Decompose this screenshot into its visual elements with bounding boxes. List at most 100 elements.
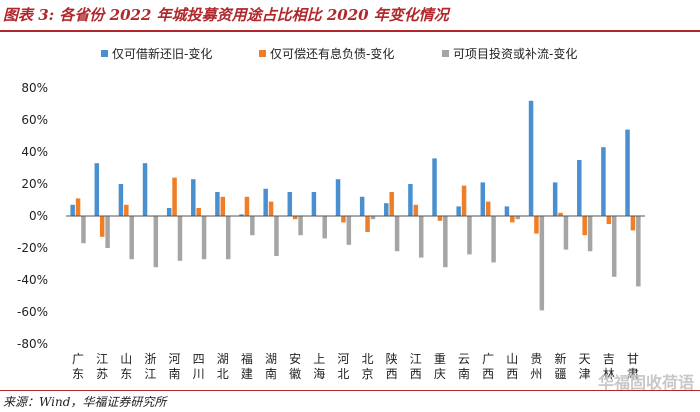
bar: [124, 204, 129, 216]
bar: [287, 192, 293, 216]
bar: [461, 185, 467, 216]
x-axis: 广东江苏山东浙江河南四川湖北福建湖南安徽上海河北北京陕西江西重庆云南广西山西贵州…: [66, 215, 645, 381]
x-tick-label: 浙江: [144, 352, 156, 381]
x-tick-label: 广西: [482, 352, 494, 381]
x-tick-label: 江西: [410, 352, 422, 381]
bar: [552, 182, 558, 216]
bar-chart: 仅可借新还旧-变化 仅可偿还有息负债-变化 可项目投资或补流-变化 80% 60% 40…: [17, 46, 645, 381]
bar: [636, 216, 641, 287]
bar: [418, 216, 424, 258]
x-tick-label: 广东: [72, 352, 84, 381]
x-tick-label: 云南: [458, 352, 470, 381]
legend-label: 仅可偿还有息负债-变化: [270, 46, 394, 61]
bar: [70, 204, 75, 216]
bar: [166, 208, 172, 216]
bar: [504, 206, 510, 216]
bar: [268, 201, 274, 216]
bar: [196, 208, 201, 216]
bar: [443, 216, 448, 268]
chart-title: 图表 3: 各省份 2022 年城投募资用途占比相比 2020 年变化情况: [3, 6, 449, 24]
bar: [215, 192, 220, 216]
bar: [413, 204, 419, 216]
x-tick-label: 四川: [193, 352, 205, 381]
bar: [244, 196, 250, 216]
bar: [577, 160, 582, 216]
bar: [587, 216, 593, 252]
x-tick-label: 贵州: [530, 352, 542, 381]
x-tick-label: 甘肃: [627, 352, 639, 381]
x-tick-label: 江苏: [96, 352, 108, 381]
x-tick-label: 河北: [337, 352, 349, 381]
bar: [384, 203, 389, 216]
y-tick-label: -40%: [17, 273, 48, 287]
y-tick-label: 20%: [21, 177, 48, 191]
watermark-text: 华福固收荷语: [597, 373, 694, 392]
y-tick-label: -80%: [17, 337, 48, 351]
bar: [625, 129, 630, 216]
x-tick-label: 天津: [579, 352, 591, 381]
y-tick-label: 60%: [21, 113, 48, 127]
x-tick-label: 安徽: [289, 351, 301, 381]
y-tick-label: 80%: [21, 81, 48, 95]
y-tick-label: 40%: [21, 145, 48, 159]
bar: [467, 216, 472, 255]
legend-label: 可项目投资或补流-变化: [453, 46, 577, 61]
y-tick-label: -60%: [17, 305, 48, 319]
bar: [225, 216, 231, 260]
y-axis: 80% 60% 40% 20% 0% -20% -40% -60% -80%: [17, 81, 48, 351]
bar: [563, 216, 569, 250]
bar: [153, 216, 159, 268]
bar: [365, 216, 370, 232]
bar: [408, 184, 413, 216]
bar: [201, 216, 207, 260]
bar: [220, 196, 226, 216]
bar: [118, 184, 124, 216]
x-tick-label: 重庆: [434, 352, 446, 381]
bar: [611, 216, 617, 277]
bar: [582, 216, 587, 236]
x-tick-label: 北京: [362, 352, 374, 381]
bar: [81, 216, 86, 244]
x-tick-label: 陕西: [386, 351, 398, 381]
bar: [99, 216, 105, 237]
y-tick-label: -20%: [17, 241, 48, 255]
x-tick-label: 河南: [169, 352, 181, 381]
bar: [528, 100, 534, 216]
bars: [70, 100, 641, 311]
x-tick-label: 上海: [313, 352, 325, 381]
bar: [630, 216, 636, 231]
bar: [346, 216, 352, 245]
bar: [129, 216, 134, 260]
bar: [456, 206, 461, 216]
x-tick-label: 山东: [120, 352, 132, 381]
bar: [389, 192, 394, 216]
bar: [606, 216, 612, 224]
bar: [491, 216, 496, 263]
bar: [172, 177, 177, 216]
legend: 仅可借新还旧-变化 仅可偿还有息负债-变化 可项目投资或补流-变化: [101, 46, 577, 61]
bar: [480, 182, 486, 216]
bar: [94, 163, 100, 216]
legend-swatch: [259, 50, 266, 57]
bar: [177, 216, 183, 261]
bar: [274, 216, 279, 256]
title-divider: [0, 30, 700, 32]
bar: [370, 216, 376, 220]
bar: [335, 179, 341, 216]
bar: [105, 216, 110, 248]
x-tick-label: 福建: [241, 351, 253, 381]
bar: [250, 216, 255, 236]
bar: [394, 216, 400, 252]
bar: [601, 147, 606, 216]
x-tick-label: 湖南: [265, 351, 277, 381]
bar: [239, 214, 244, 216]
bar: [539, 216, 545, 311]
bar: [558, 212, 563, 216]
legend-swatch: [101, 50, 108, 57]
bar: [322, 216, 327, 239]
x-tick-label: 山西: [506, 352, 518, 381]
legend-swatch: [442, 50, 449, 57]
x-tick-label: 湖北: [217, 351, 229, 381]
legend-label: 仅可借新还旧-变化: [112, 46, 212, 61]
bar: [292, 216, 298, 220]
